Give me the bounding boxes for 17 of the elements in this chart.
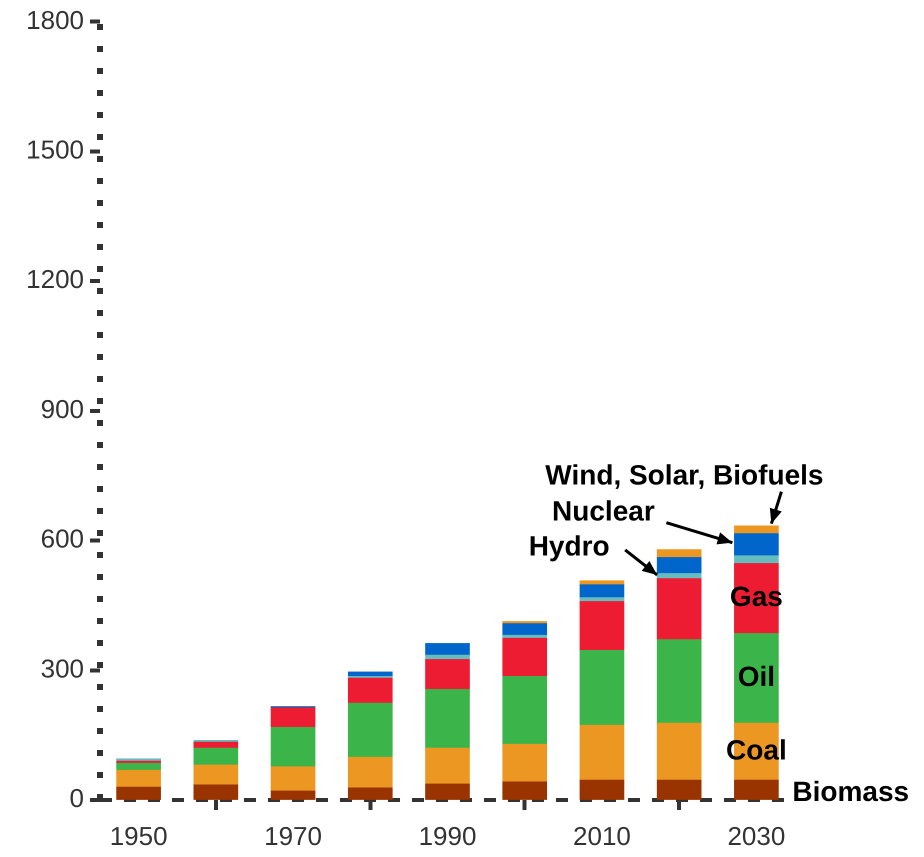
- series-label: Oil: [738, 660, 776, 692]
- x-tick-label: 1970: [264, 820, 322, 851]
- y-tick-label: 1800: [26, 4, 84, 35]
- x-tick-label: 1950: [110, 820, 168, 851]
- y-tick-label: 1200: [26, 264, 84, 294]
- y-tick-label: 900: [40, 394, 84, 424]
- y-tick-label: 0: [70, 783, 84, 814]
- x-tick-label: 2030: [727, 820, 786, 851]
- series-label: Nuclear: [552, 495, 655, 526]
- series-label: Hydro: [528, 530, 610, 562]
- x-tick-label: 2010: [573, 820, 631, 851]
- x-tick-label: 1990: [418, 820, 476, 851]
- y-tick-label: 1500: [26, 134, 84, 165]
- series-label: Biomass: [792, 776, 910, 808]
- text: Wind, Solar, Biofuels: [545, 459, 824, 490]
- y-tick-label: 300: [40, 653, 84, 684]
- y-tick-label: 600: [40, 524, 84, 554]
